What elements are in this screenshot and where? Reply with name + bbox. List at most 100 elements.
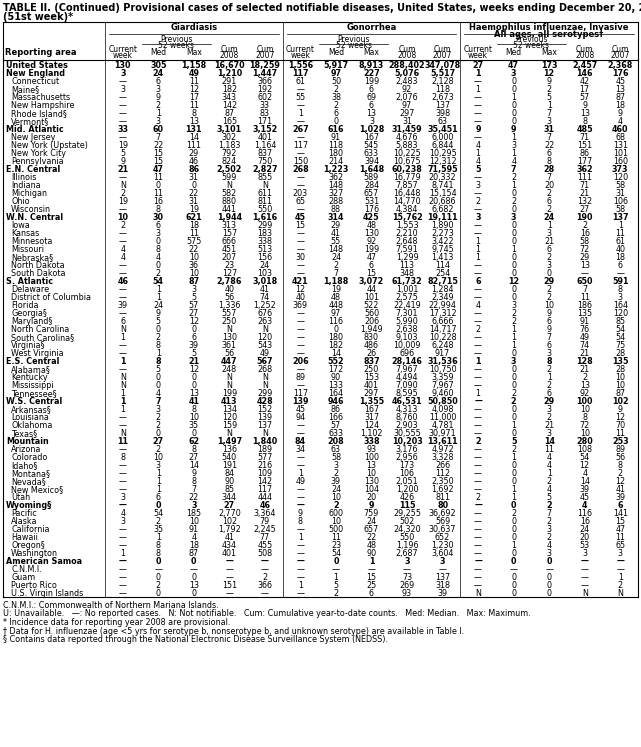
Text: 86: 86 xyxy=(579,149,590,158)
Text: 135: 135 xyxy=(612,357,628,366)
Text: —: — xyxy=(119,93,127,102)
Text: C.N.M.I.: C.N.M.I. xyxy=(11,565,42,574)
Text: —: — xyxy=(119,445,127,454)
Text: —: — xyxy=(226,557,233,566)
Text: 7: 7 xyxy=(547,173,552,182)
Text: Giardiasis: Giardiasis xyxy=(171,23,217,32)
Text: 3: 3 xyxy=(618,549,623,558)
Text: Cum: Cum xyxy=(434,45,451,54)
Text: N: N xyxy=(226,429,232,438)
Text: 2: 2 xyxy=(582,221,587,230)
Text: 61,732: 61,732 xyxy=(392,277,422,286)
Text: Current: Current xyxy=(286,45,315,54)
Text: 0: 0 xyxy=(547,581,552,590)
Text: 268: 268 xyxy=(292,165,309,174)
Text: 24: 24 xyxy=(153,69,164,78)
Text: —: — xyxy=(119,229,127,238)
Text: 128: 128 xyxy=(576,357,593,366)
Text: N: N xyxy=(120,429,126,438)
Text: 6: 6 xyxy=(476,277,481,286)
Text: —: — xyxy=(296,541,304,550)
Text: 0: 0 xyxy=(191,181,196,190)
Text: 305: 305 xyxy=(150,61,167,70)
Text: 0: 0 xyxy=(511,229,516,238)
Text: 451: 451 xyxy=(222,245,237,254)
Text: 13: 13 xyxy=(189,389,199,398)
Text: —: — xyxy=(296,341,304,350)
Text: 15: 15 xyxy=(367,269,376,278)
Text: —: — xyxy=(474,429,482,438)
Text: Virginia§: Virginia§ xyxy=(11,341,46,350)
Text: 0: 0 xyxy=(191,429,196,438)
Text: 22: 22 xyxy=(544,141,554,150)
Text: 182: 182 xyxy=(222,85,237,94)
Text: 28: 28 xyxy=(544,165,555,174)
Text: —: — xyxy=(474,373,482,382)
Text: 3: 3 xyxy=(121,85,125,94)
Text: 2,786: 2,786 xyxy=(217,277,242,286)
Text: —: — xyxy=(474,189,482,198)
Text: 666: 666 xyxy=(222,237,237,246)
Text: 208: 208 xyxy=(328,437,344,446)
Text: 3: 3 xyxy=(191,285,196,294)
Text: 6: 6 xyxy=(369,589,374,598)
Text: 9: 9 xyxy=(476,125,481,134)
Text: 3: 3 xyxy=(547,117,552,126)
Text: 460: 460 xyxy=(612,125,628,134)
Text: 24: 24 xyxy=(331,485,341,494)
Text: 4,313: 4,313 xyxy=(396,405,418,414)
Text: —: — xyxy=(474,269,482,278)
Text: 394: 394 xyxy=(364,157,379,166)
Text: 4: 4 xyxy=(547,461,552,470)
Text: 86: 86 xyxy=(188,165,199,174)
Text: —: — xyxy=(367,565,376,574)
Text: 1,028: 1,028 xyxy=(359,125,384,134)
Text: 30: 30 xyxy=(296,253,305,262)
Text: 173: 173 xyxy=(541,61,558,70)
Text: 792: 792 xyxy=(222,149,237,158)
Text: 2008: 2008 xyxy=(220,51,239,60)
Text: —: — xyxy=(474,309,482,318)
Text: 47: 47 xyxy=(367,253,376,262)
Text: 1,299: 1,299 xyxy=(395,253,419,262)
Text: 589: 589 xyxy=(364,173,379,182)
Text: 13: 13 xyxy=(189,581,199,590)
Text: 52 weeks: 52 weeks xyxy=(336,41,372,50)
Text: 206: 206 xyxy=(364,317,379,326)
Text: 0: 0 xyxy=(511,253,516,262)
Text: —: — xyxy=(296,349,304,358)
Text: —: — xyxy=(474,573,482,582)
Text: 263: 263 xyxy=(257,317,272,326)
Text: 102: 102 xyxy=(612,397,629,406)
Text: Indiana: Indiana xyxy=(11,181,40,190)
Text: 8: 8 xyxy=(156,205,161,214)
Text: 10: 10 xyxy=(615,381,625,390)
Text: 69: 69 xyxy=(367,93,376,102)
Text: 2,638: 2,638 xyxy=(395,325,419,334)
Text: 116: 116 xyxy=(328,317,344,326)
Text: 20,686: 20,686 xyxy=(429,197,456,206)
Text: 83: 83 xyxy=(260,109,270,118)
Text: Pennsylvania: Pennsylvania xyxy=(11,157,63,166)
Text: 24: 24 xyxy=(544,213,554,222)
Text: 8,741: 8,741 xyxy=(431,181,454,190)
Text: 90: 90 xyxy=(367,549,376,558)
Text: 3: 3 xyxy=(547,549,552,558)
Text: 35: 35 xyxy=(188,421,199,430)
Text: 10: 10 xyxy=(367,469,376,478)
Text: 82,715: 82,715 xyxy=(427,277,458,286)
Text: 2,210: 2,210 xyxy=(395,229,419,238)
Text: 5: 5 xyxy=(547,93,552,102)
Text: 117: 117 xyxy=(257,485,272,494)
Text: —: — xyxy=(296,365,304,374)
Text: —: — xyxy=(119,533,127,542)
Text: 4: 4 xyxy=(121,509,125,518)
Text: 186: 186 xyxy=(577,301,592,310)
Text: 652: 652 xyxy=(435,533,450,542)
Text: 750: 750 xyxy=(257,157,272,166)
Text: 250: 250 xyxy=(222,317,237,326)
Text: District of Columbia: District of Columbia xyxy=(11,293,91,302)
Text: 23: 23 xyxy=(331,541,341,550)
Text: 1,336: 1,336 xyxy=(218,301,240,310)
Text: 203: 203 xyxy=(293,189,308,198)
